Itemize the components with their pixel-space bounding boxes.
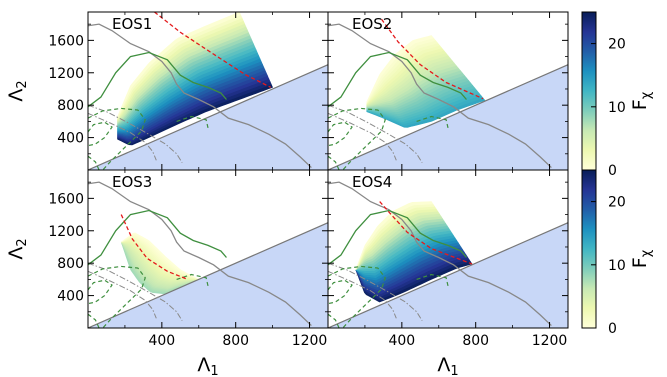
green-dashed-contour-small [416,115,449,128]
green-dashed-contour-corner [328,155,340,170]
panel-frame [327,169,569,329]
gray-dashdot-contour-inner [88,112,157,161]
x-tick-label: 1200 [532,333,568,349]
y-axis-label: Λ2 [5,238,30,259]
green-dashed-contour-small [176,115,209,128]
colorbar-tick-label: 10 [608,258,626,274]
gray-dashdot-contour-inner [328,270,397,319]
green-dashed-contour-small [176,273,209,286]
red-dashed-curve [381,18,484,100]
colorbar: 0 10 20 Fχ [581,169,654,337]
gray-contour [328,181,552,327]
ticks [88,170,328,328]
colorbar-tick-label: 20 [608,195,626,211]
green-dashed-contour [328,265,386,328]
equal-lambda-line [328,64,568,170]
panel-eos1: 400 800 1200 1600 EOS1 [48,11,329,171]
x-axis-label: Λ1 [197,354,218,377]
gray-dashdot-contour-inner [88,270,157,319]
fx-band [366,35,486,128]
green-contour [328,51,467,108]
green-dashed-contour-inner [88,279,113,305]
panel-label: EOS1 [112,15,152,33]
green-dashed-contour-corner [88,313,100,328]
gray-contour [88,181,312,327]
green-dashed-contour-small [416,273,449,286]
green-contour [88,51,227,108]
colorbar-label: Fχ [629,91,654,110]
green-contour [88,209,227,266]
colorbar-tick-label: 0 [608,321,617,337]
x-tick-label: 400 [148,333,175,349]
x-tick-label: 1200 [292,333,328,349]
equal-lambda-line [88,222,328,328]
red-dashed-curve [154,12,272,88]
colorbar: 0 10 20 Fχ [581,11,654,179]
colorbar-gradient [581,169,597,329]
green-dashed-contour-corner [328,313,340,328]
fx-band-strip [355,201,434,270]
colorbar-tick-label: 10 [608,100,626,116]
fx-band-strip [366,35,434,103]
y-tick-label: 800 [57,98,84,114]
x-axis-label: Λ1 [437,354,458,377]
gray-contour [88,23,312,169]
y-tick-label: 800 [57,256,84,272]
x-tick-label: 800 [462,333,489,349]
colorbar-tick-label: 0 [608,163,617,179]
green-dashed-contour [328,107,386,170]
gray-contour [328,23,552,169]
y-tick-label: 1200 [48,224,84,240]
gray-dashdot-contour-inner [328,112,397,161]
green-dashed-contour [88,107,146,170]
panel-eos4: 400 800 1200 EOS4 [327,169,569,349]
red-dashed-curve [379,201,473,265]
y-tick-label: 1600 [48,191,84,207]
fx-band [117,12,274,146]
green-contour [328,209,467,266]
panel-eos3: 400 800 1200 1600 400 800 1200 EOS3 [48,169,329,349]
panel-label: EOS3 [112,173,152,191]
y-tick-label: 400 [57,131,84,147]
fx-band-strip [117,12,242,118]
x-tick-label: 800 [222,333,249,349]
gray-dashdot-contour [328,104,423,163]
green-dashed-contour-inner [328,121,353,147]
equal-lambda-line [328,222,568,328]
colorbars-group: 0 10 20 Fχ 0 10 20 Fχ [581,11,654,337]
ticks [328,170,568,328]
gray-dashdot-contour [88,262,183,321]
colorbar-tick-label: 20 [608,37,626,53]
panels-group: 400 800 1200 1600 EOS1 EOS2 400 800 1200 1600 400 8… [48,11,569,349]
green-dashed-contour-inner [328,279,353,305]
colorbar-gradient [581,11,597,171]
y-tick-label: 1200 [48,66,84,82]
x-tick-label: 400 [388,333,415,349]
green-dashed-contour-inner [88,121,113,147]
green-dashed-contour [88,265,146,328]
panel-label: EOS2 [352,15,392,33]
equal-lambda-line [88,64,328,170]
colorbar-label: Fχ [629,249,654,268]
y-tick-label: 400 [57,289,84,305]
gray-dashdot-contour [88,104,183,163]
gray-dashdot-contour [328,262,423,321]
y-axis-label: Λ2 [5,80,30,101]
green-dashed-contour-corner [88,155,100,170]
panel-eos2: EOS2 [327,11,569,171]
panel-label: EOS4 [352,173,392,191]
y-tick-label: 1600 [48,33,84,49]
axis-labels-group: Λ1 Λ1 Λ2 Λ2 [5,80,459,377]
